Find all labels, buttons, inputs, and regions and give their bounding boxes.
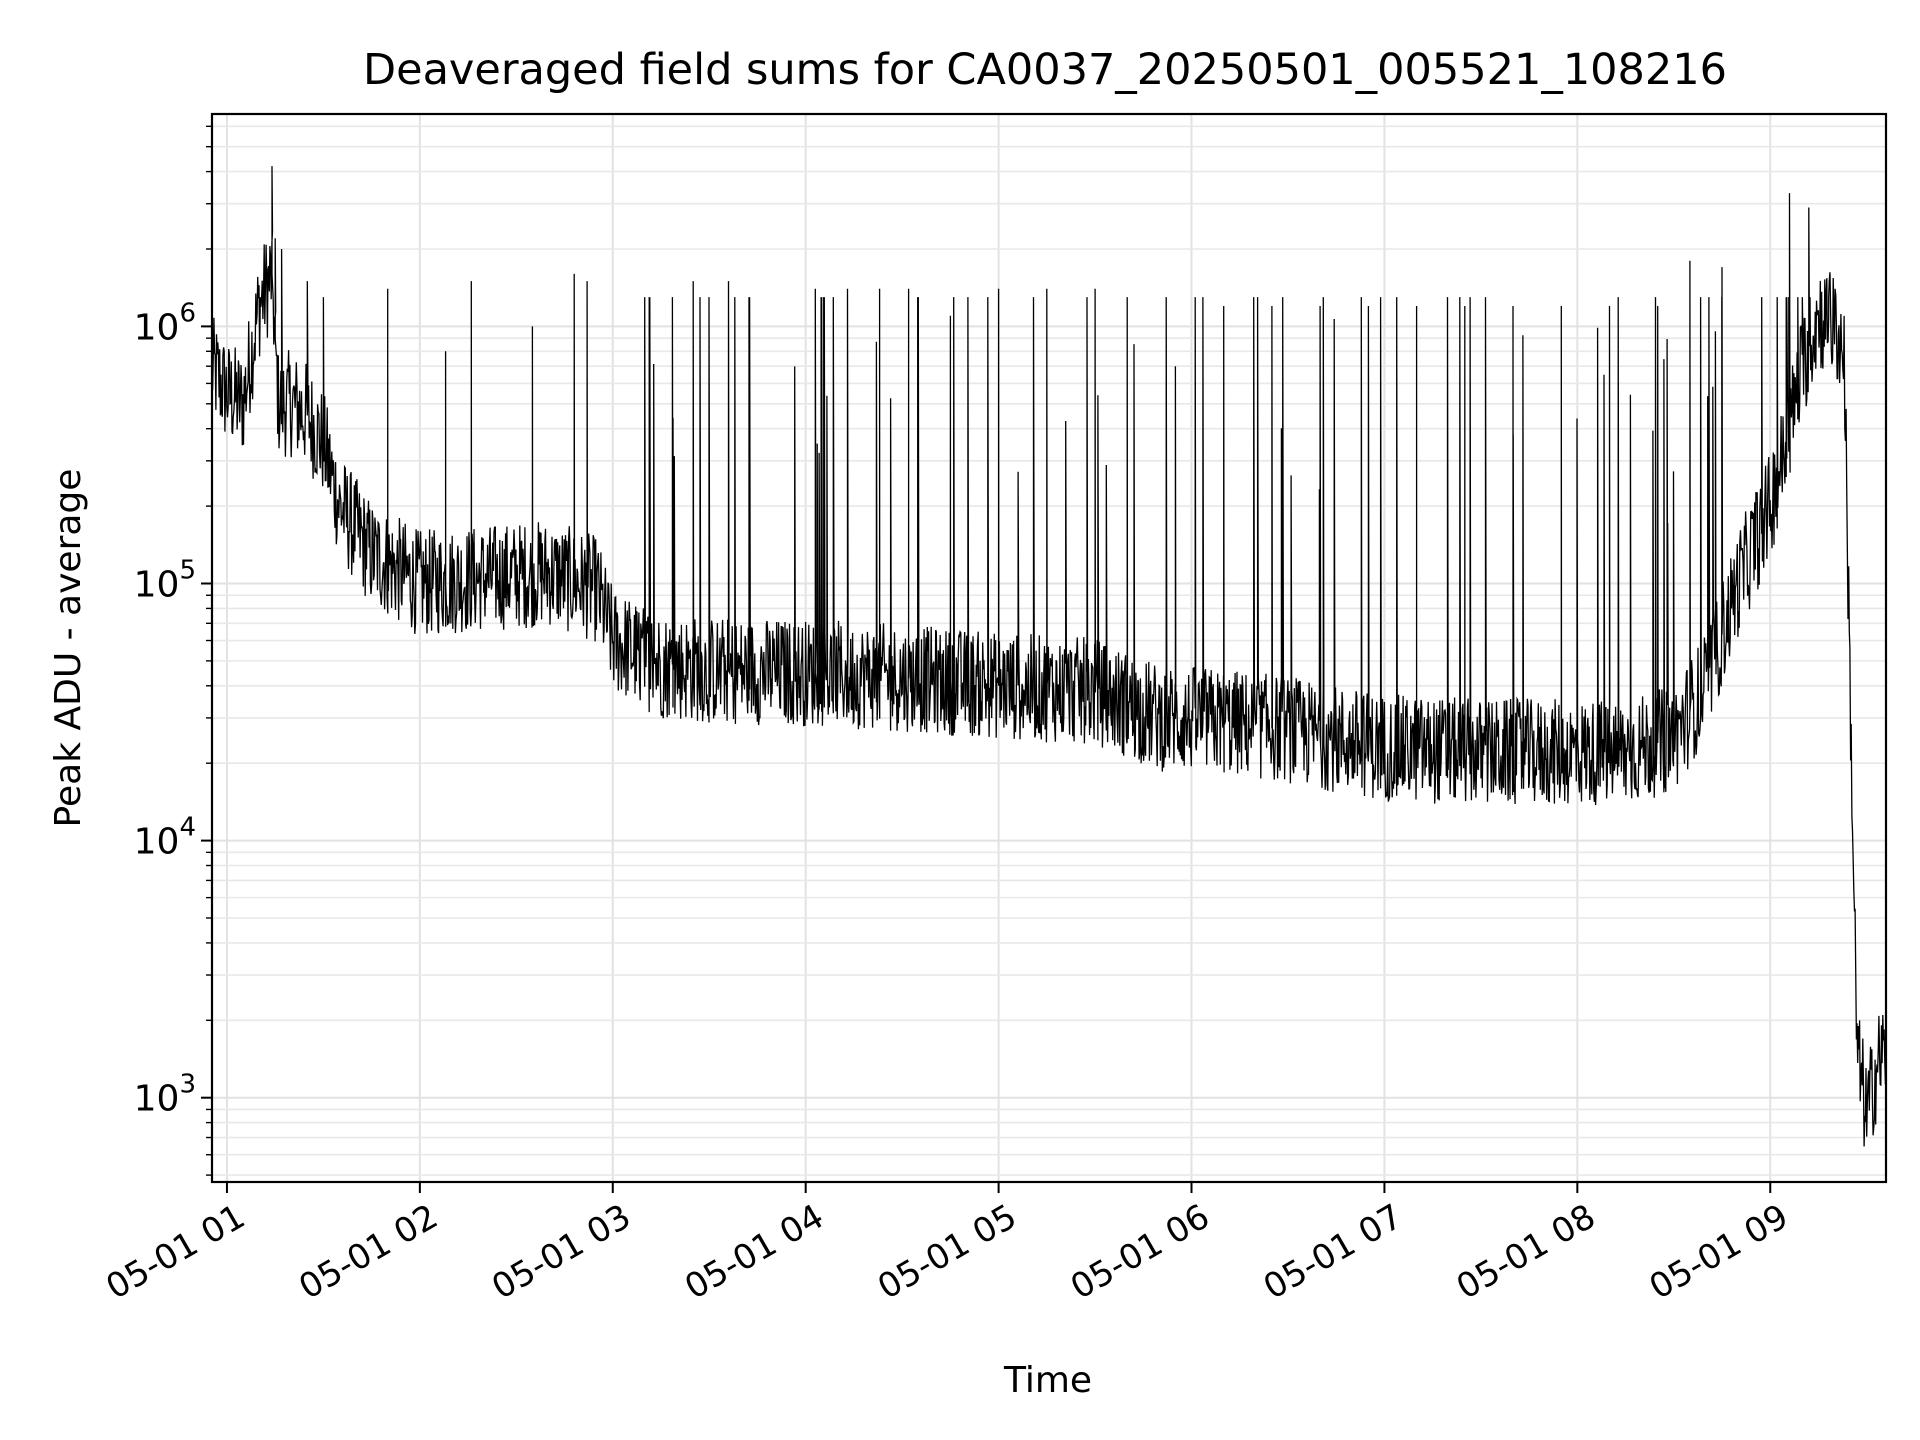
plot-frame bbox=[210, 112, 1888, 1184]
x-axis-label: Time bbox=[1003, 1360, 1092, 1401]
y-tick-labels: 103 104 105 106 bbox=[134, 298, 196, 1119]
grid-layer bbox=[212, 114, 1886, 1182]
y-tick-label: 104 bbox=[134, 813, 196, 863]
axis-layer bbox=[201, 125, 1772, 1193]
chart-title: Deaveraged field sums for CA0037_2025050… bbox=[363, 45, 1727, 95]
series-line bbox=[211, 166, 1887, 1147]
y-axis-label: Peak ADU - average bbox=[48, 469, 89, 828]
data-layer bbox=[211, 166, 1887, 1147]
y-tick-label: 105 bbox=[134, 555, 196, 605]
y-tick-label: 106 bbox=[134, 298, 196, 348]
y-tick-label: 103 bbox=[134, 1070, 196, 1120]
